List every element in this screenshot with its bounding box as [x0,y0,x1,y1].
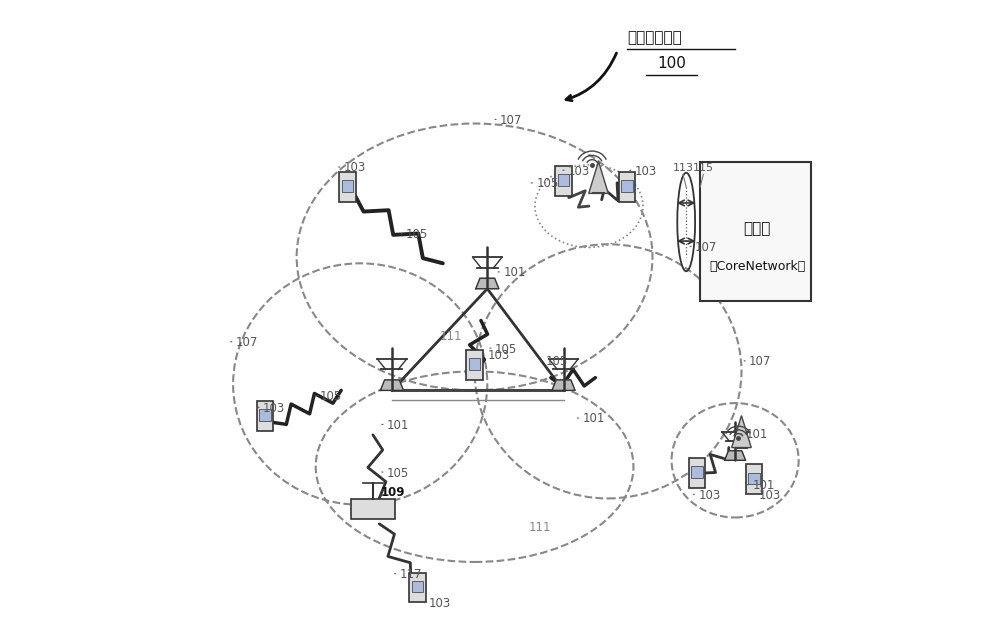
Bar [746,465,762,494]
Bar [689,458,705,488]
Text: 105: 105 [495,342,517,356]
Bar [619,172,635,202]
Text: 107: 107 [500,114,522,127]
Text: 103: 103 [428,597,450,610]
Polygon shape [589,162,608,194]
Text: 107: 107 [236,337,258,349]
Bar [409,572,426,603]
Text: 105: 105 [387,467,409,479]
Text: 105: 105 [536,178,558,190]
Text: 107: 107 [749,355,771,369]
Text: 101: 101 [503,267,526,279]
Text: 100: 100 [657,56,686,71]
Polygon shape [552,380,575,390]
Text: 111: 111 [529,520,551,533]
Bar [342,181,353,192]
Text: （CoreNetwork）: （CoreNetwork） [709,260,805,273]
Text: 无线通信系统: 无线通信系统 [627,30,682,46]
Polygon shape [380,380,404,390]
Text: 103: 103 [635,165,657,178]
Bar [259,409,271,420]
Bar [748,473,760,485]
Bar [466,350,483,380]
Text: 103: 103 [759,488,781,502]
Text: 101: 101 [583,413,605,426]
Bar [555,166,572,196]
Text: 103: 103 [568,165,590,178]
Text: 103: 103 [263,402,285,415]
Text: 103: 103 [344,162,366,174]
Text: 核心网: 核心网 [744,221,771,236]
Text: 111: 111 [440,330,462,343]
Text: 103: 103 [487,349,510,362]
Bar [351,499,395,519]
Text: 109: 109 [381,486,406,499]
Text: 115: 115 [693,163,714,173]
Polygon shape [476,278,499,288]
Bar [412,581,423,592]
Text: 101: 101 [746,428,768,442]
Bar [257,401,273,431]
Bar [558,174,569,186]
Bar [469,358,480,370]
Text: 113: 113 [673,163,694,173]
Text: 105: 105 [320,390,342,403]
Bar [691,467,703,478]
Text: 101: 101 [387,419,409,432]
Bar [621,181,633,192]
Text: 103: 103 [698,488,721,502]
Bar [700,162,811,301]
Text: 105: 105 [406,228,428,241]
Text: 105: 105 [546,355,568,369]
Bar [339,172,356,202]
Text: 117: 117 [400,568,422,581]
Text: 107: 107 [695,241,717,254]
Polygon shape [732,415,751,447]
Polygon shape [725,451,746,460]
Text: 101: 101 [752,479,775,492]
